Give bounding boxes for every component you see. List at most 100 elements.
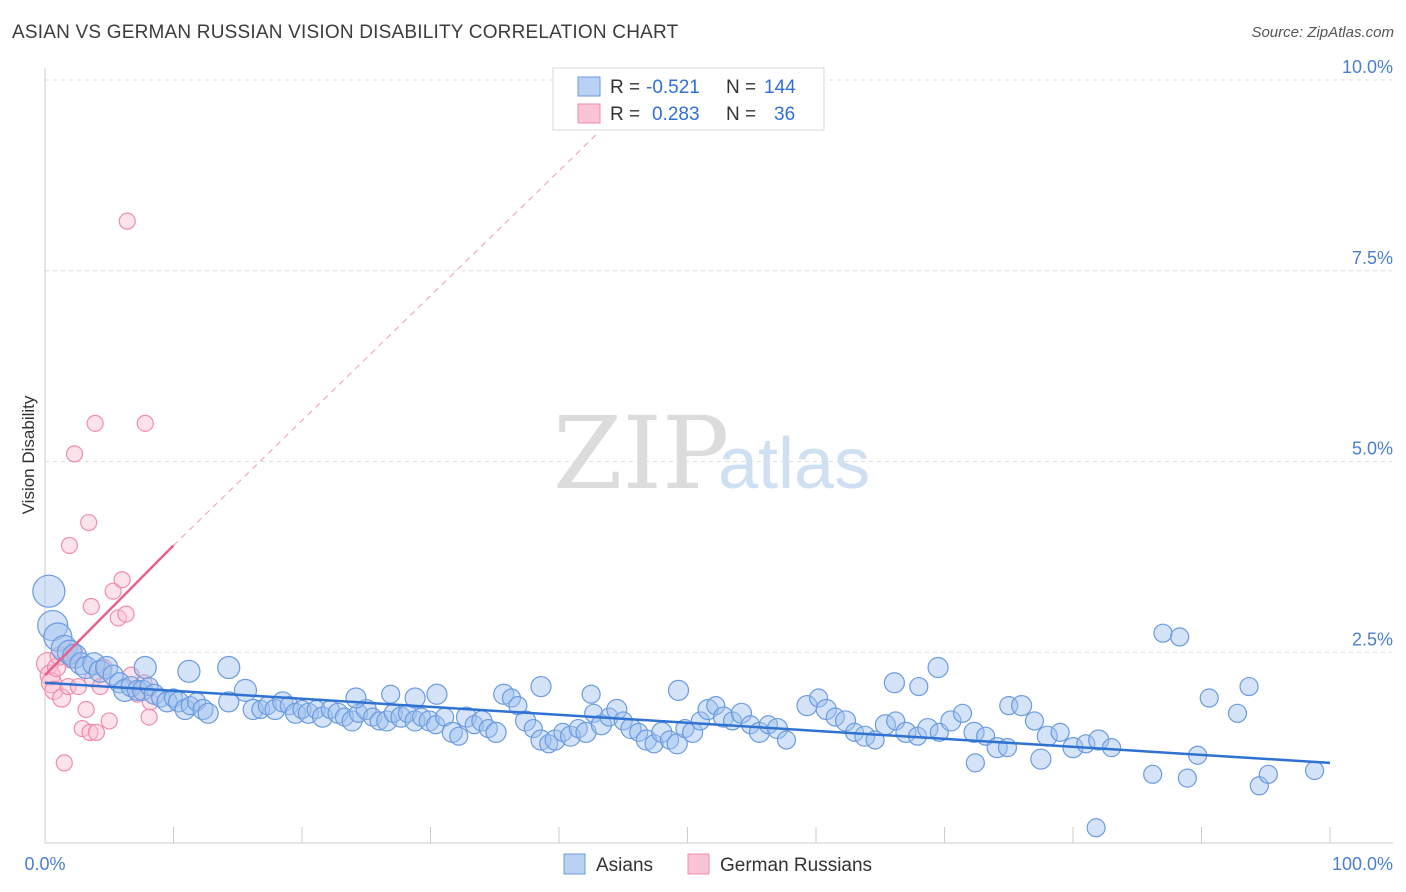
point-asians: [292, 699, 312, 720]
point-german-russians: [100, 712, 118, 730]
y-tick-labels: 2.5% 5.0% 7.5% 10.0%: [1342, 57, 1393, 649]
point-german-russians: [104, 582, 122, 600]
point-asians: [706, 696, 726, 716]
point-asians: [523, 718, 543, 739]
source-label: Source: ZipAtlas.com: [1251, 24, 1394, 41]
point-asians: [348, 703, 369, 723]
point-asians: [1143, 764, 1163, 784]
point-asians: [581, 684, 601, 704]
point-german-russians: [113, 571, 131, 589]
point-asians: [334, 707, 355, 727]
point-asians: [37, 609, 69, 642]
series-asians: [32, 574, 1325, 838]
point-asians: [449, 726, 469, 746]
point-asians: [690, 711, 710, 731]
point-german-russians: [73, 719, 91, 738]
point-german-russians: [55, 754, 73, 772]
point-german-russians: [81, 723, 99, 741]
point-german-russians: [136, 414, 154, 432]
series-legend: Asians German Russians: [563, 853, 872, 876]
point-german-russians: [44, 680, 64, 701]
point-asians: [1304, 760, 1325, 781]
y-tick-label: 7.5%: [1352, 248, 1393, 268]
point-asians: [776, 730, 797, 750]
point-german-russians: [141, 693, 159, 711]
trend-line-german-russians: [44, 544, 175, 677]
point-asians: [514, 710, 537, 732]
point-asians: [1170, 627, 1190, 647]
point-german-russians: [80, 513, 98, 532]
trend-extension-german-russians: [173, 132, 598, 546]
point-asians: [667, 679, 690, 702]
legend-n-value-asians: 144: [764, 77, 796, 98]
point-asians: [590, 714, 613, 736]
point-asians: [808, 688, 829, 708]
point-german-russians: [140, 708, 158, 726]
watermark-atlas: atlas: [718, 424, 870, 504]
point-german-russians: [86, 414, 104, 432]
point-asians: [1030, 748, 1052, 770]
point-asians: [82, 652, 106, 676]
point-asians: [1024, 711, 1045, 731]
point-asians: [613, 711, 633, 731]
point-german-russians: [117, 605, 135, 623]
watermark: ZIP atlas: [553, 395, 870, 512]
correlation-legend: R = -0.521 N = 144 R = 0.283 N = 36: [552, 67, 825, 131]
point-asians: [712, 706, 735, 728]
point-asians: [464, 715, 484, 735]
trend-line-asians: [44, 681, 1331, 765]
point-asians: [218, 691, 240, 713]
bottom-legend-swatch-german-russians: [687, 853, 710, 875]
point-asians: [1088, 729, 1110, 751]
point-asians: [1010, 695, 1033, 717]
gridlines: [45, 79, 1392, 653]
point-asians: [1153, 623, 1173, 643]
point-asians: [381, 684, 401, 704]
point-asians: [940, 710, 962, 732]
point-asians: [659, 730, 680, 750]
y-axis-label: Vision Disability: [19, 395, 38, 514]
point-german-russians: [109, 609, 127, 627]
point-asians: [133, 655, 157, 680]
legend-n-value-german-russians: 36: [774, 104, 795, 125]
legend-r-label-asians: R =: [610, 77, 640, 98]
point-asians: [1086, 818, 1106, 838]
point-asians: [233, 678, 258, 703]
point-asians: [478, 718, 498, 739]
point-asians: [568, 718, 588, 739]
legend-swatch-asians: [577, 76, 601, 97]
point-asians: [501, 688, 522, 708]
point-german-russians: [118, 212, 136, 230]
legend-n-label-asians: N =: [726, 77, 756, 98]
point-asians: [539, 734, 559, 754]
y-tick-label: 2.5%: [1352, 629, 1393, 649]
point-asians: [530, 675, 552, 698]
point-asians: [485, 721, 507, 743]
point-asians: [854, 725, 876, 747]
legend-r-label-german-russians: R =: [610, 104, 640, 125]
point-asians: [345, 687, 367, 709]
x-tick-labels: 0.0% 100.0%: [24, 854, 1393, 874]
point-german-russians: [82, 597, 100, 616]
point-asians: [553, 722, 573, 742]
point-asians: [1258, 764, 1278, 784]
y-tick-label: 5.0%: [1352, 439, 1393, 459]
point-german-russians: [87, 723, 106, 741]
point-asians: [197, 702, 219, 724]
bottom-legend-label-german-russians: German Russians: [720, 855, 872, 876]
point-asians: [909, 676, 929, 697]
point-asians: [1050, 722, 1070, 742]
point-german-russians: [65, 445, 84, 463]
point-asians: [217, 655, 241, 680]
bottom-legend-label-asians: Asians: [596, 855, 653, 876]
point-asians: [883, 672, 905, 694]
legend-r-value-asians: -0.521: [646, 77, 700, 98]
point-asians: [177, 659, 201, 683]
point-asians: [1177, 768, 1197, 788]
point-asians: [927, 656, 949, 679]
legend-r-value-german-russians: 0.283: [652, 104, 700, 125]
point-asians: [32, 574, 66, 608]
point-asians: [426, 683, 448, 705]
bottom-legend-swatch-asians: [563, 853, 586, 875]
